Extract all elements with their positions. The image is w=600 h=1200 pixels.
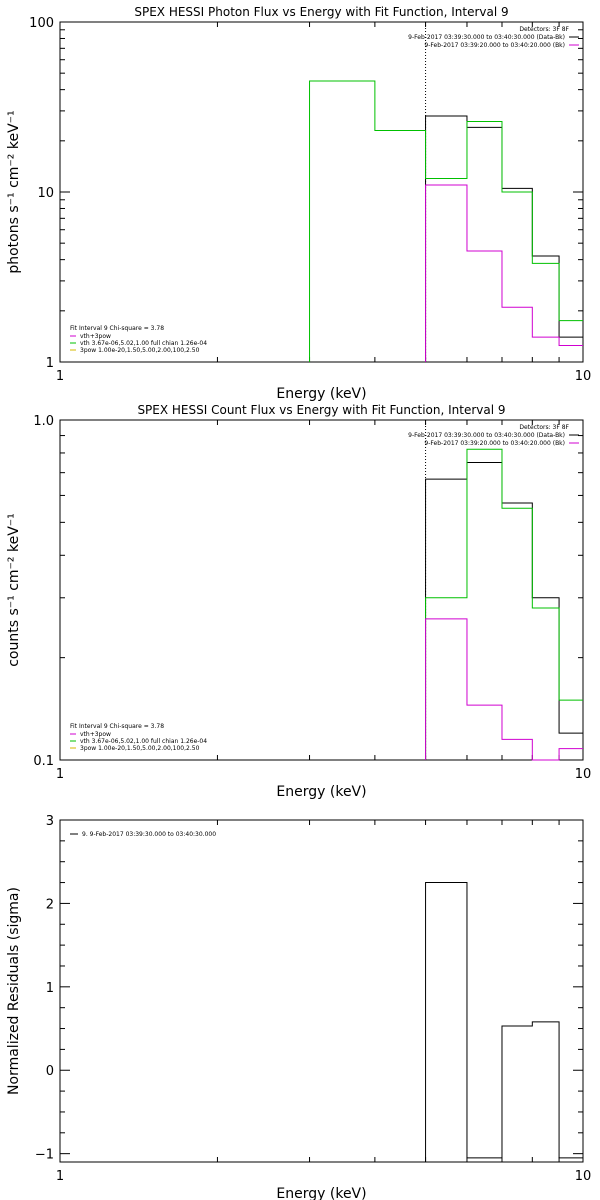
legend-header: Fit Interval 9 Chi-square = 3.78 (70, 723, 164, 730)
y-axis-label: Normalized Residuals (sigma) (6, 887, 22, 1095)
panel-2: SPEX HESSI Count Flux vs Energy with Fit… (6, 403, 591, 800)
y-tick-label: 10 (37, 186, 54, 201)
x-tick-label: 1 (56, 1169, 64, 1184)
series-2-line (425, 448, 583, 760)
x-axis-label: Energy (keV) (276, 1186, 366, 1200)
x-axis: 1 10 (56, 820, 591, 1184)
series-group (425, 882, 583, 1162)
legend-entry: vth+3pow (80, 333, 111, 340)
legend-entry: 3pow 1.00e-20,1.50,5.00,2.00,100,2.50 (80, 347, 200, 354)
chart-title: SPEX HESSI Count Flux vs Energy with Fit… (137, 403, 505, 417)
x-axis: 1 10 (56, 22, 591, 384)
y-axis: −1 0 1 2 3 (35, 814, 583, 1163)
series-3-line (425, 618, 583, 761)
legend-entry: vth 3.67e-06,5.02,1.00 full chian 1.26e-… (80, 738, 207, 745)
y-tick-label: 0 (46, 1064, 54, 1079)
legend-entry: vth 3.67e-06,5.02,1.00 full chian 1.26e-… (80, 340, 207, 347)
legend-entry: vth+3pow (80, 731, 111, 738)
chart-title: SPEX HESSI Photon Flux vs Energy with Fi… (134, 5, 508, 19)
x-tick-label: 10 (575, 1169, 592, 1184)
y-axis: 0.1 1.0 (33, 414, 583, 769)
legend-entry: 9-Feb-2017 03:39:20.000 to 03:40:20.000 … (424, 42, 565, 49)
plot-frame (59, 819, 584, 1163)
series-group (425, 448, 583, 761)
legend-header: Detectors: 3F 8F (519, 424, 569, 431)
y-tick-label: −1 (35, 1148, 54, 1163)
x-tick-label: 10 (575, 369, 592, 384)
y-tick-label: 2 (46, 897, 54, 912)
y-axis-label: counts s⁻¹ cm⁻² keV⁻¹ (6, 513, 22, 667)
legend-entry: 9-Feb-2017 03:39:30.000 to 03:40:30.000 … (408, 34, 565, 41)
panel-1: SPEX HESSI Photon Flux vs Energy with Fi… (6, 5, 591, 402)
x-axis-label: Energy (keV) (276, 386, 366, 402)
series-2-line (309, 80, 583, 362)
x-tick-label: 1 (56, 767, 64, 782)
series-3-line (425, 184, 583, 362)
y-tick-label: 1 (46, 981, 54, 996)
y-axis-label: photons s⁻¹ cm⁻² keV⁻¹ (6, 110, 22, 273)
series-1-line (425, 115, 583, 362)
plot-frame (59, 419, 584, 761)
legend-entry: 9-Feb-2017 03:39:30.000 to 03:40:30.000 … (408, 432, 565, 439)
panel-3: 1 10 Energy (keV) −1 0 1 2 3 Normalized Residual… (6, 814, 591, 1200)
legend-top-right: Detectors: 3F 8F9-Feb-2017 03:39:30.000 … (408, 424, 579, 447)
y-tick-label: 0.1 (33, 754, 54, 769)
legend-header: Detectors: 3F 8F (519, 26, 569, 33)
series-group (309, 80, 583, 362)
legend-entry: 9-Feb-2017 03:39:20.000 to 03:40:20.000 … (424, 440, 565, 447)
y-axis: 1 10 100 (29, 16, 583, 371)
x-axis-label: Energy (keV) (276, 784, 366, 800)
legend-bottom-left: Fit Interval 9 Chi-square = 3.78vth+3pow… (70, 325, 207, 354)
y-tick-label: 1 (46, 356, 54, 371)
x-tick-label: 10 (575, 767, 592, 782)
legend-top-left: 9. 9-Feb-2017 03:39:30.000 to 03:40:30.0… (70, 831, 216, 838)
y-tick-label: 1.0 (33, 414, 54, 429)
legend-entry: 3pow 1.00e-20,1.50,5.00,2.00,100,2.50 (80, 745, 200, 752)
legend-top-right: Detectors: 3F 8F9-Feb-2017 03:39:30.000 … (408, 26, 579, 49)
legend-bottom-left: Fit Interval 9 Chi-square = 3.78vth+3pow… (70, 723, 207, 752)
y-tick-label: 3 (46, 814, 54, 829)
series-1-line (425, 882, 583, 1162)
legend-entry: 9. 9-Feb-2017 03:39:30.000 to 03:40:30.0… (82, 831, 216, 838)
y-tick-label: 100 (29, 16, 54, 31)
legend-header: Fit Interval 9 Chi-square = 3.78 (70, 325, 164, 332)
x-tick-label: 1 (56, 369, 64, 384)
